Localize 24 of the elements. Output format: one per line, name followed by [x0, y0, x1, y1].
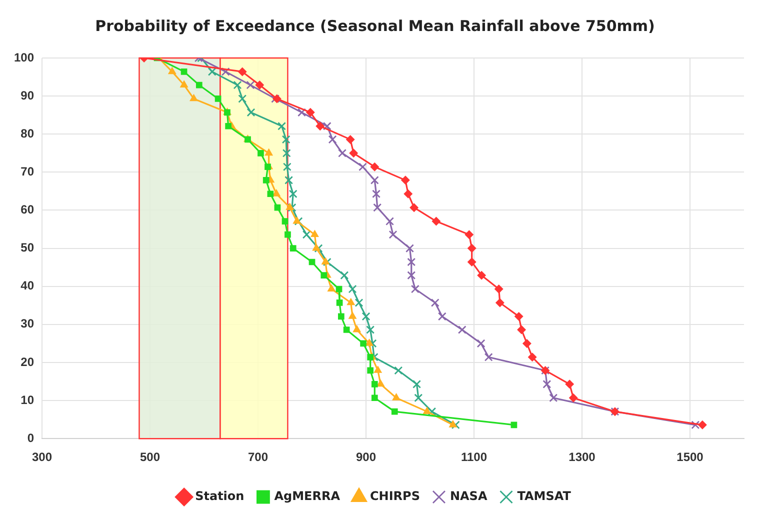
legend-label: AgMERRA [274, 489, 341, 504]
y-tick-label: 60 [20, 202, 34, 217]
y-tick-label: 0 [27, 430, 34, 445]
legend-label: TAMSAT [517, 489, 572, 504]
y-tick-label: 90 [20, 88, 34, 102]
y-tick-label: 50 [20, 240, 34, 255]
x-tick-label: 500 [140, 450, 160, 464]
y-tick-label: 100 [14, 50, 34, 64]
y-tick-label: 40 [20, 278, 34, 293]
legend-label: CHIRPS [370, 489, 420, 504]
y-tick-label: 10 [20, 392, 34, 407]
y-tick-label: 70 [20, 164, 34, 178]
x-tick-label: 1300 [568, 450, 596, 464]
y-tick-label: 80 [20, 126, 34, 140]
x-tick-label: 1500 [676, 450, 704, 464]
x-tick-label: 900 [356, 450, 376, 464]
x-tick-label: 700 [248, 450, 268, 464]
legend-label: NASA [450, 489, 488, 504]
x-tick-label: 1100 [460, 450, 488, 464]
y-tick-label: 20 [20, 354, 34, 369]
x-tick-label: 300 [32, 450, 52, 464]
legend-label: Station [195, 489, 244, 504]
y-tick-label: 30 [20, 316, 34, 331]
chart-title: Probability of Exceedance (Seasonal Mean Rainfall above 750mm) [95, 16, 655, 35]
